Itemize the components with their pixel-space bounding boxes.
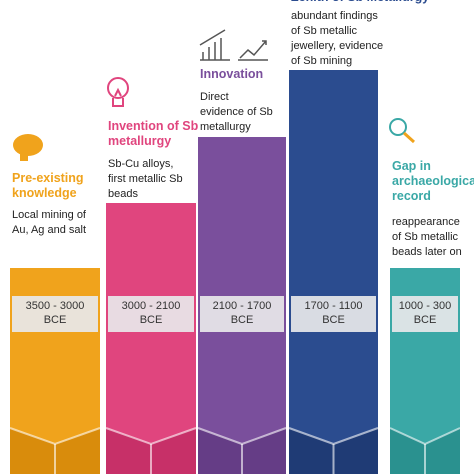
stage-description: of Sb metallic (291, 25, 358, 37)
period-box (200, 296, 284, 332)
stage-description: metallurgy (200, 121, 251, 133)
period: BCE (414, 314, 437, 326)
stage-description: of Sb metallic (392, 231, 459, 243)
stage-description: Sb-Cu alloys, (108, 158, 173, 170)
period: BCE (140, 314, 163, 326)
icon-bulb (107, 77, 129, 107)
stage: 1700 - 1100 BCE Zenith of Sb Metallurgy abu… (288, 0, 429, 474)
stage-title: Innovation (200, 67, 263, 81)
stage-description: Au, Ag and salt (12, 224, 86, 236)
period: 2100 - 1700 (213, 300, 272, 312)
stage-title: metallurgy (108, 134, 171, 148)
stage-description: first metallic Sb (108, 173, 183, 185)
period: BCE (231, 314, 254, 326)
column (106, 203, 196, 474)
period: BCE (44, 314, 67, 326)
stage-title: Pre-existing (12, 171, 84, 185)
stage-title: archaeological (392, 174, 474, 188)
stage-description: abundant findings (291, 10, 378, 22)
stage: 2100 - 1700 BCE Innovation Direct evidence o… (197, 67, 287, 474)
period-box (291, 296, 376, 332)
column (289, 70, 378, 474)
period-box (12, 296, 98, 332)
period: 1700 - 1100 (305, 300, 363, 312)
stage-description: beads (108, 188, 138, 200)
icon-brain (13, 134, 43, 161)
stage-description: reappearance (392, 216, 460, 228)
stage-description: jewellery, evidence (290, 40, 383, 52)
icon-magnifier (389, 118, 416, 144)
stage-description: Local mining of (12, 209, 87, 221)
stage-description: of Sb mining (291, 55, 352, 67)
stage-description: evidence of Sb (200, 106, 273, 118)
period: 3000 - 2100 (122, 300, 181, 312)
period: 3500 - 3000 (26, 300, 85, 312)
period: BCE (322, 314, 345, 326)
period-box (108, 296, 194, 332)
stage-title: knowledge (12, 186, 77, 200)
period-box (392, 296, 458, 332)
stage-description: beads later on (392, 246, 462, 258)
stage-title: Gap in (392, 159, 431, 173)
stage-title: Zenith of Sb Metallurgy (291, 0, 429, 4)
icon-chart (199, 29, 268, 61)
stage-title: record (392, 189, 431, 203)
stage-title: Invention of Sb (108, 119, 199, 133)
period: 1000 - 300 (399, 300, 452, 312)
stage-description: Direct (200, 91, 229, 103)
